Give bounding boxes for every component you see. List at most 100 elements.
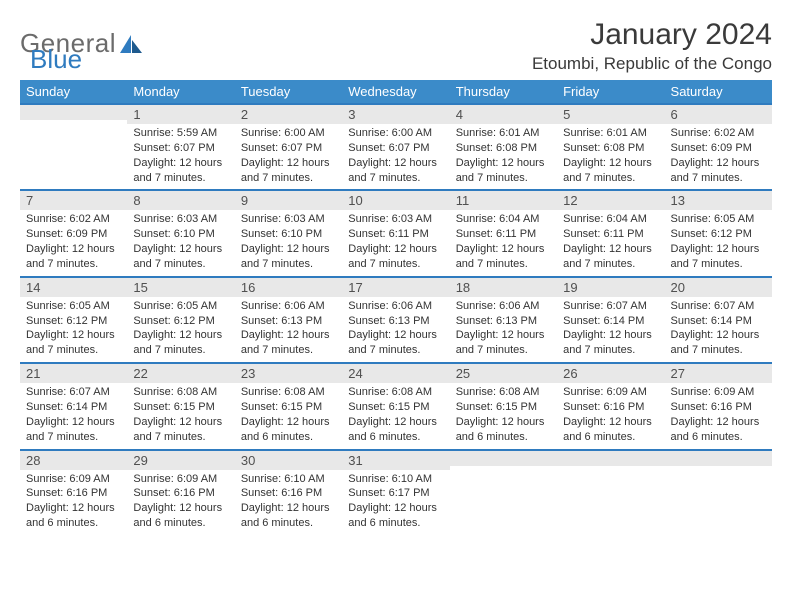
day-details: Sunrise: 6:08 AMSunset: 6:15 PMDaylight:… <box>127 383 234 448</box>
day-detail-line: Sunrise: 6:03 AM <box>241 212 336 227</box>
day-details: Sunrise: 6:02 AMSunset: 6:09 PMDaylight:… <box>665 124 772 189</box>
day-number: 5 <box>557 103 664 124</box>
day-number: 31 <box>342 449 449 470</box>
day-detail-line: Sunrise: 6:03 AM <box>348 212 443 227</box>
day-details: Sunrise: 6:06 AMSunset: 6:13 PMDaylight:… <box>235 297 342 362</box>
day-number <box>450 449 557 466</box>
day-detail-line: Daylight: 12 hours and 7 minutes. <box>26 242 121 272</box>
day-details: Sunrise: 6:00 AMSunset: 6:07 PMDaylight:… <box>235 124 342 189</box>
day-detail-line: Sunset: 6:07 PM <box>133 141 228 156</box>
day-detail-line: Sunset: 6:15 PM <box>348 400 443 415</box>
day-details: Sunrise: 5:59 AMSunset: 6:07 PMDaylight:… <box>127 124 234 189</box>
day-details: Sunrise: 6:08 AMSunset: 6:15 PMDaylight:… <box>450 383 557 448</box>
day-number: 6 <box>665 103 772 124</box>
day-number: 18 <box>450 276 557 297</box>
day-details: Sunrise: 6:07 AMSunset: 6:14 PMDaylight:… <box>20 383 127 448</box>
day-detail-line: Sunrise: 6:08 AM <box>348 385 443 400</box>
day-detail-line: Sunset: 6:10 PM <box>241 227 336 242</box>
day-detail-line: Sunset: 6:14 PM <box>563 314 658 329</box>
day-detail-line: Sunrise: 6:07 AM <box>671 299 766 314</box>
day-detail-line: Sunrise: 6:07 AM <box>563 299 658 314</box>
day-details: Sunrise: 6:10 AMSunset: 6:17 PMDaylight:… <box>342 470 449 535</box>
calendar-day-cell: 7Sunrise: 6:02 AMSunset: 6:09 PMDaylight… <box>20 189 127 275</box>
day-detail-line: Daylight: 12 hours and 7 minutes. <box>348 328 443 358</box>
calendar-empty-cell <box>665 449 772 535</box>
day-number: 11 <box>450 189 557 210</box>
calendar-day-cell: 4Sunrise: 6:01 AMSunset: 6:08 PMDaylight… <box>450 103 557 189</box>
day-detail-line: Sunset: 6:16 PM <box>671 400 766 415</box>
day-detail-line: Daylight: 12 hours and 6 minutes. <box>563 415 658 445</box>
location-subtitle: Etoumbi, Republic of the Congo <box>532 54 772 74</box>
day-detail-line: Daylight: 12 hours and 7 minutes. <box>133 242 228 272</box>
day-detail-line: Sunset: 6:12 PM <box>671 227 766 242</box>
calendar-day-cell: 26 Sunrise: 6:09 AMSunset: 6:16 PMDayligh… <box>557 362 664 448</box>
calendar-empty-cell <box>20 103 127 189</box>
day-number: 20 <box>665 276 772 297</box>
day-detail-line: Daylight: 12 hours and 7 minutes. <box>241 328 336 358</box>
day-details: Sunrise: 6:10 AMSunset: 6:16 PMDaylight:… <box>235 470 342 535</box>
day-number: 26 <box>557 362 664 383</box>
weekday-header: Tuesday <box>235 80 342 103</box>
day-detail-line: Sunrise: 6:07 AM <box>26 385 121 400</box>
day-detail-line: Sunrise: 6:10 AM <box>348 472 443 487</box>
calendar-day-cell: 9Sunrise: 6:03 AMSunset: 6:10 PMDaylight… <box>235 189 342 275</box>
day-details <box>20 120 127 126</box>
day-detail-line: Sunset: 6:12 PM <box>133 314 228 329</box>
day-detail-line: Sunrise: 6:06 AM <box>348 299 443 314</box>
day-detail-line: Sunrise: 6:06 AM <box>241 299 336 314</box>
day-detail-line: Sunset: 6:16 PM <box>563 400 658 415</box>
day-detail-line: Sunrise: 6:05 AM <box>671 212 766 227</box>
day-number: 4 <box>450 103 557 124</box>
day-detail-line: Daylight: 12 hours and 7 minutes. <box>348 242 443 272</box>
day-detail-line: Sunset: 6:15 PM <box>456 400 551 415</box>
calendar-page: General January 2024 Etoumbi, Republic o… <box>0 0 792 612</box>
calendar-day-cell: 31Sunrise: 6:10 AMSunset: 6:17 PMDayligh… <box>342 449 449 535</box>
day-number: 23 <box>235 362 342 383</box>
day-number: 12 <box>557 189 664 210</box>
calendar-header-row: SundayMondayTuesdayWednesdayThursdayFrid… <box>20 80 772 103</box>
day-detail-line: Sunrise: 6:09 AM <box>563 385 658 400</box>
calendar-body: 1Sunrise: 5:59 AMSunset: 6:07 PMDaylight… <box>20 103 772 535</box>
calendar-day-cell: 17Sunrise: 6:06 AMSunset: 6:13 PMDayligh… <box>342 276 449 362</box>
day-details: Sunrise: 6:04 AMSunset: 6:11 PMDaylight:… <box>450 210 557 275</box>
day-detail-line: Sunrise: 6:08 AM <box>133 385 228 400</box>
calendar-week-row: 7Sunrise: 6:02 AMSunset: 6:09 PMDaylight… <box>20 189 772 275</box>
day-detail-line: Sunset: 6:11 PM <box>456 227 551 242</box>
day-number <box>20 103 127 120</box>
day-detail-line: Daylight: 12 hours and 7 minutes. <box>133 415 228 445</box>
day-details: Sunrise: 6:06 AMSunset: 6:13 PMDaylight:… <box>342 297 449 362</box>
day-details: Sunrise: 6:05 AMSunset: 6:12 PMDaylight:… <box>20 297 127 362</box>
day-detail-line: Sunset: 6:13 PM <box>456 314 551 329</box>
day-detail-line: Daylight: 12 hours and 7 minutes. <box>671 242 766 272</box>
day-detail-line: Daylight: 12 hours and 7 minutes. <box>26 415 121 445</box>
day-detail-line: Sunrise: 6:04 AM <box>563 212 658 227</box>
day-details <box>450 466 557 472</box>
calendar-day-cell: 15Sunrise: 6:05 AMSunset: 6:12 PMDayligh… <box>127 276 234 362</box>
day-detail-line: Sunrise: 6:05 AM <box>26 299 121 314</box>
day-detail-line: Sunrise: 6:08 AM <box>456 385 551 400</box>
day-details: Sunrise: 6:03 AMSunset: 6:10 PMDaylight:… <box>235 210 342 275</box>
day-details: Sunrise: 6:07 AMSunset: 6:14 PMDaylight:… <box>557 297 664 362</box>
day-number: 29 <box>127 449 234 470</box>
calendar-day-cell: 10Sunrise: 6:03 AMSunset: 6:11 PMDayligh… <box>342 189 449 275</box>
day-detail-line: Daylight: 12 hours and 6 minutes. <box>26 501 121 531</box>
day-detail-line: Daylight: 12 hours and 6 minutes. <box>671 415 766 445</box>
day-number: 8 <box>127 189 234 210</box>
calendar-day-cell: 24Sunrise: 6:08 AMSunset: 6:15 PMDayligh… <box>342 362 449 448</box>
day-detail-line: Sunrise: 6:08 AM <box>241 385 336 400</box>
calendar-day-cell: 30Sunrise: 6:10 AMSunset: 6:16 PMDayligh… <box>235 449 342 535</box>
calendar-day-cell: 21Sunrise: 6:07 AMSunset: 6:14 PMDayligh… <box>20 362 127 448</box>
day-detail-line: Sunset: 6:15 PM <box>241 400 336 415</box>
calendar-day-cell: 3Sunrise: 6:00 AMSunset: 6:07 PMDaylight… <box>342 103 449 189</box>
day-detail-line: Sunset: 6:13 PM <box>348 314 443 329</box>
calendar-day-cell: 29Sunrise: 6:09 AMSunset: 6:16 PMDayligh… <box>127 449 234 535</box>
calendar-table: SundayMondayTuesdayWednesdayThursdayFrid… <box>20 80 772 535</box>
day-number: 17 <box>342 276 449 297</box>
day-detail-line: Sunset: 6:14 PM <box>671 314 766 329</box>
day-detail-line: Sunset: 6:16 PM <box>26 486 121 501</box>
day-detail-line: Daylight: 12 hours and 7 minutes. <box>671 328 766 358</box>
day-detail-line: Sunset: 6:07 PM <box>348 141 443 156</box>
day-detail-line: Daylight: 12 hours and 7 minutes. <box>456 328 551 358</box>
day-details: Sunrise: 6:00 AMSunset: 6:07 PMDaylight:… <box>342 124 449 189</box>
day-number: 9 <box>235 189 342 210</box>
